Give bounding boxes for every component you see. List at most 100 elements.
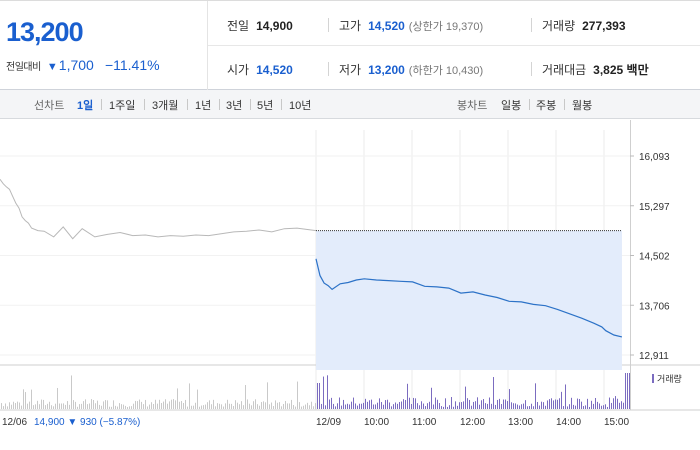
tab-weekly[interactable]: 주봉 [536,100,557,112]
quote-header: 13,200 전일대비 ▼1,700 −11.41% 전일 14,900 고가 14… [0,0,700,90]
tab-3m[interactable]: 3개월 [152,100,179,112]
volume-bar [313,406,314,409]
volume-bar [357,405,358,409]
volume-legend-label: 거래량 [657,373,682,384]
volume-bar [221,404,222,409]
tab-1w[interactable]: 1주일 [109,100,136,112]
volume-bar [517,404,518,409]
volume-bar [179,401,180,409]
separator [328,18,329,32]
y-axis-labels: 16,093 15,297 14,502 13,706 12,911 [630,152,670,362]
volume-bar [75,401,76,409]
volume-bar [419,405,420,409]
volume-bar [619,402,620,409]
volume-bar [449,405,450,409]
volume-bar [101,405,102,409]
volume-bar [587,398,588,409]
volume-bar [597,401,598,409]
tab-10y[interactable]: 10년 [289,100,312,112]
y-tick-label: 14,502 [639,252,670,263]
volume-bar [187,406,188,409]
volume-bar [299,402,300,409]
volume-bar [97,400,98,409]
volume-bar [377,402,378,409]
volume-bar [215,406,216,409]
volume-bar [9,402,10,409]
volume-bar [515,403,516,409]
volume-bar [367,401,368,409]
tab-3y[interactable]: 3년 [226,100,243,112]
volume-bar [37,400,38,409]
volume-bar [69,404,70,409]
volume-bar [629,373,630,409]
volume-bar [105,400,106,409]
volume-bar [245,385,246,409]
volume-bar [575,405,576,409]
volume-bar [225,403,226,409]
volume-bar [309,405,310,409]
separator [144,99,145,110]
volume-bar [341,405,342,409]
volume-bar [95,403,96,409]
volume-bar [45,405,46,409]
volume-bar [453,406,454,409]
tab-daily[interactable]: 일봉 [501,100,522,112]
volume-bar [177,388,178,409]
volume-bar [143,404,144,409]
volume-bar [391,406,392,409]
volume-bar [127,406,128,409]
volume-bar [195,402,196,409]
volume-bar [181,400,182,409]
volume-bar [505,399,506,409]
volume-bar [401,401,402,409]
volume-bar [47,403,48,409]
volume-bar [189,383,190,409]
volume-bar [235,400,236,409]
volume-bar [55,403,56,409]
separator [531,62,532,76]
x-tick-label: 12/06 [2,417,27,428]
x-tick-label: 12/09 [316,417,341,428]
x-tick-label: 15:00 [604,417,629,428]
stat-sub: (하한가 10,430) [408,65,484,77]
change-row: 전일대비 ▼1,700 −11.41% [6,55,160,74]
volume-bar [165,399,166,409]
volume-bar [7,406,8,409]
volume-bar [435,397,436,409]
volume-bar [17,401,18,409]
volume-bar [119,403,120,409]
volume-bar [497,399,498,409]
volume-bar [519,405,520,409]
volume-bar [447,406,448,409]
volume-bar [613,398,614,409]
tab-1d[interactable]: 1일 [77,100,94,112]
volume-bar [417,403,418,409]
y-tick-label: 13,706 [639,301,670,312]
volume-bar [333,403,334,409]
volume-bar [287,403,288,409]
volume-bar [155,399,156,409]
volume-bar [247,399,248,409]
volume-bar [267,382,268,409]
volume-bar [393,404,394,409]
tab-5y[interactable]: 5년 [257,100,274,112]
volume-bar [381,402,382,409]
volume-bar [379,398,380,409]
volume-bar [173,399,174,409]
stat-volume: 거래량 277,393 [542,17,626,34]
volume-bar [61,403,62,409]
volume-bar [451,397,452,409]
x-tick-label: 12:00 [460,417,485,428]
volume-bar [403,399,404,409]
current-price: 13,200 [6,17,84,47]
volume-bar [21,405,22,409]
volume-bar [213,399,214,409]
volume-bar [465,386,466,409]
volume-bar [223,406,224,409]
tab-monthly[interactable]: 월봉 [572,100,593,112]
tab-1y[interactable]: 1년 [195,100,212,112]
stat-label: 전일 [227,19,250,33]
volume-bar [531,403,532,409]
volume-bar [1,403,2,409]
volume-bar [227,399,228,409]
